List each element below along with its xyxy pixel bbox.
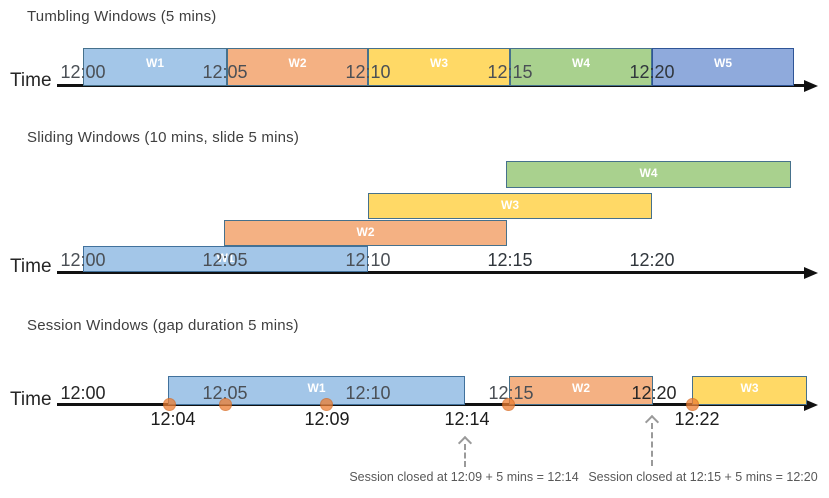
axis-tick: 12:10	[345, 383, 391, 403]
tumbling-section-title: Tumbling Windows (5 mins)	[27, 8, 217, 25]
axis-tick: 12:15	[487, 62, 533, 82]
dashed-up-arrow-icon	[457, 435, 473, 467]
tumbling-window-label: W2	[288, 56, 307, 70]
sliding-window-label: W4	[639, 166, 658, 180]
axis-tick: 12:20	[629, 62, 675, 82]
tumbling-window-label: W5	[714, 56, 732, 70]
event-dot	[320, 398, 333, 411]
axis-tick: 12:00	[60, 62, 106, 82]
session-window-label: W2	[572, 381, 590, 395]
event-dot	[502, 398, 515, 411]
axis-tick: 12:20	[631, 383, 677, 403]
axis-tick: 12:15	[488, 383, 534, 403]
tumbling-window-label: W4	[572, 56, 590, 70]
event-time-label: 12:14	[444, 409, 490, 429]
sliding-window-label: W3	[501, 198, 519, 212]
axis-tick: 12:05	[202, 250, 248, 270]
tumbling-window-w4: W4	[510, 48, 652, 86]
dashed-up-arrow-icon	[644, 414, 660, 466]
axis-tick: 12:15	[487, 250, 533, 270]
event-time-label: 12:22	[674, 409, 720, 429]
axis-tick: 12:00	[60, 383, 106, 403]
tumbling-axis-arrow-icon	[804, 79, 818, 92]
session-time-axis-label: Time	[10, 389, 52, 410]
session-window-w2: W2	[509, 376, 653, 405]
axis-tick: 12:10	[345, 62, 391, 82]
tumbling-window-w5: W5	[652, 48, 794, 86]
axis-tick: 12:05	[202, 62, 248, 82]
event-time-label: 12:09	[304, 409, 350, 429]
session-axis-arrow-icon	[804, 398, 818, 411]
axis-tick: 12:00	[60, 250, 106, 270]
tumbling-window-label: W3	[430, 56, 448, 70]
sliding-axis-arrow-icon	[804, 266, 818, 279]
event-dot	[219, 398, 232, 411]
sliding-time-axis	[57, 271, 805, 274]
sliding-window-w3: W3	[368, 193, 652, 219]
sliding-window-w2: W2	[224, 220, 507, 246]
axis-tick: 12:10	[345, 250, 391, 270]
event-dot	[163, 398, 176, 411]
sliding-window-label: W1	[216, 251, 235, 265]
session-section-title: Session Windows (gap duration 5 mins)	[27, 317, 299, 334]
event-time-label: 12:04	[150, 409, 196, 429]
session-window-w1: W1	[168, 376, 465, 405]
tumbling-window-w3: W3	[368, 48, 510, 86]
axis-tick: 12:05	[202, 383, 248, 403]
session-close-annotation: Session closed at 12:15 + 5 mins = 12:20	[588, 470, 818, 484]
sliding-window-w1: W1	[83, 246, 368, 272]
session-window-label: W3	[740, 381, 759, 395]
tumbling-window-w2: W2	[227, 48, 368, 86]
tumbling-window-label: W1	[146, 56, 164, 70]
sliding-window-label: W2	[356, 225, 375, 239]
tumbling-window-w1: W1	[83, 48, 227, 86]
sliding-window-w4: W4	[506, 161, 791, 188]
session-window-w3: W3	[692, 376, 807, 405]
tumbling-time-axis-label: Time	[10, 70, 52, 91]
session-window-label: W1	[307, 381, 326, 395]
sliding-time-axis-label: Time	[10, 256, 52, 277]
axis-tick: 12:20	[629, 250, 675, 270]
sliding-section-title: Sliding Windows (10 mins, slide 5 mins)	[27, 129, 300, 146]
session-close-annotation: Session closed at 12:09 + 5 mins = 12:14	[349, 470, 579, 484]
event-dot	[686, 398, 699, 411]
